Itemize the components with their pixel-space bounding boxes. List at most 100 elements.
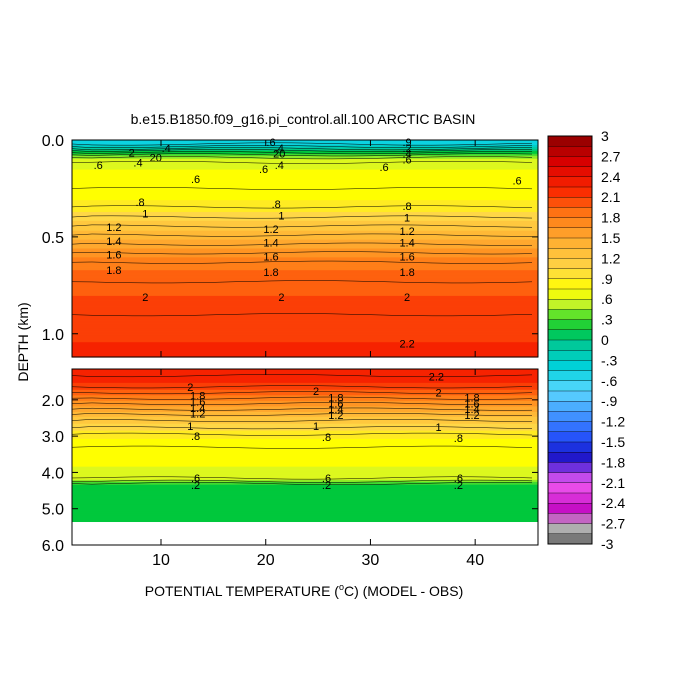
- colorbar-box: [547, 503, 593, 514]
- lower-panel-fill-band: [72, 413, 538, 415]
- lower-panel-fill-band: [72, 500, 538, 502]
- upper-panel-fill-band: [72, 231, 538, 234]
- contour-label: 1.6: [190, 397, 205, 409]
- upper-panel-fill-band: [72, 283, 538, 285]
- contour-label: 1.8: [263, 267, 278, 279]
- lower-panel-fill-band: [72, 426, 538, 428]
- upper-panel-fill-band: [72, 167, 538, 170]
- colorbar: 3 2.7 2.4 2.1 1.8 1.5 1.2 .9 .6 .3 0 -.3 -.6 -.9 -1.2 -…: [547, 128, 625, 552]
- upper-panel-fill-band: [72, 177, 538, 180]
- upper-panel-fill-band: [72, 235, 538, 238]
- lower-panel-fill-band: [72, 490, 538, 493]
- upper-panel-fill-band: [72, 278, 538, 280]
- lower-panel-fill-band: [72, 371, 538, 373]
- upper-panel-fill-band: [72, 140, 538, 143]
- upper-panel-fill-band: [72, 193, 538, 195]
- upper-panel-fill-band: [72, 188, 538, 190]
- upper-panel-fill-band: [72, 238, 538, 241]
- lower-panel-fill-band: [72, 461, 538, 463]
- upper-panel-fill-band: [72, 201, 538, 203]
- contour-label: .6: [380, 162, 389, 174]
- upper-panel: .6.9.42.4.220.420.4.4.6.6.6.6.6.6.8.8.81…: [42, 133, 539, 358]
- lower-panel-fill-band: [72, 434, 538, 436]
- lower-panel-fill-band: [72, 402, 538, 405]
- upper-panel-fill-band: [72, 240, 538, 243]
- lower-panel-fill-band: [72, 468, 538, 470]
- lower-panel-fill-band: [72, 414, 538, 416]
- lower-panel-fill-band: [72, 411, 538, 414]
- upper-panel-fill-band: [72, 183, 538, 185]
- lower-panel-contour-line: [71, 445, 533, 449]
- contour-label: 1.8: [399, 267, 414, 279]
- lower-panel-fill-band: [72, 418, 538, 421]
- lower-panel-fill-band: [72, 397, 538, 399]
- colorbar-box: [547, 166, 593, 178]
- lower-panel-fill-band: [72, 498, 538, 500]
- lower-panel-fill-band: [72, 380, 538, 383]
- colorbar-box: [547, 145, 593, 157]
- upper-panel-contour-line: [71, 142, 533, 146]
- colorbar-box: [547, 288, 593, 300]
- upper-panel-fill-band: [72, 142, 538, 145]
- upper-panel-fill-band: [72, 199, 538, 201]
- lower-panel-fill-band: [72, 441, 538, 443]
- lower-panel-fill-band: [72, 443, 538, 445]
- upper-panel-fill-band: [72, 232, 538, 235]
- upper-panel-fill-band: [72, 296, 538, 299]
- colorbar-label: -.9: [601, 393, 618, 409]
- upper-panel-fill-band: [72, 336, 538, 338]
- upper-panel-fill-band: [72, 269, 538, 271]
- lower-panel-fill-band: [72, 431, 538, 433]
- contour-label: 1.6: [399, 251, 414, 263]
- lower-panel-fill-band: [72, 378, 538, 380]
- lower-panel-fill-band: [72, 387, 538, 389]
- lower-panel-fill-band: [72, 520, 538, 523]
- colorbar-box: [547, 227, 593, 239]
- upper-panel-fill-band: [72, 343, 538, 345]
- colorbar-box: [547, 309, 593, 321]
- lower-panel-fill-band: [72, 407, 538, 409]
- colorbar-box: [547, 431, 593, 443]
- lower-panel-fill-band: [72, 472, 538, 474]
- upper-panel-fill-band: [72, 329, 538, 331]
- lower-panel-contour-line: [71, 407, 533, 411]
- upper-panel-fill-band: [72, 319, 538, 322]
- upper-panel-fill-band: [72, 291, 538, 294]
- contour-label: .6: [191, 174, 200, 186]
- colorbar-label: 1.2: [601, 250, 621, 266]
- upper-panel-fill-band: [72, 287, 538, 290]
- lower-panel-fill-band: [72, 519, 538, 521]
- upper-panel-fill-band: [72, 249, 538, 252]
- upper-panel-fill-band: [72, 299, 538, 302]
- contour-label: .4: [133, 157, 142, 169]
- upper-panel-fill-band: [72, 204, 538, 206]
- upper-panel-fill-band: [72, 223, 538, 226]
- colorbar-label: 3: [601, 128, 609, 144]
- lower-panel-fill-band: [72, 470, 538, 472]
- lower-panel-fill-band: [72, 507, 538, 509]
- lower-panel-fill-band: [72, 399, 538, 401]
- lower-panel-contour-line: [71, 391, 533, 395]
- upper-panel-fill-band: [72, 156, 538, 159]
- lower-panel-fill-band: [72, 450, 538, 453]
- lower-panel-fill-band: [72, 482, 538, 484]
- lower-panel-fill-band: [72, 400, 538, 403]
- contour-label: 20: [273, 149, 285, 161]
- upper-panel-contour-line: [71, 156, 533, 160]
- upper-panel-fill-band: [72, 330, 538, 332]
- upper-panel-fill-band: [72, 267, 538, 269]
- upper-panel-fill-band: [72, 173, 538, 176]
- upper-panel-contour-line: [71, 145, 533, 148]
- lower-panel-fill-band: [72, 382, 538, 384]
- lower-panel-fill-band: [72, 449, 538, 451]
- upper-panel-fill-band: [72, 226, 538, 229]
- lower-panel-fill-band: [72, 420, 538, 423]
- colorbar-label: .3: [601, 312, 613, 328]
- contour-label: 1: [435, 422, 441, 434]
- lower-panel-fill-band: [72, 513, 538, 515]
- upper-panel-fill-band: [72, 245, 538, 248]
- contour-label: 2: [142, 292, 148, 304]
- lower-panel-fill-band: [72, 442, 538, 444]
- upper-panel-fill-band: [72, 175, 538, 178]
- upper-panel-fill-band: [72, 348, 538, 350]
